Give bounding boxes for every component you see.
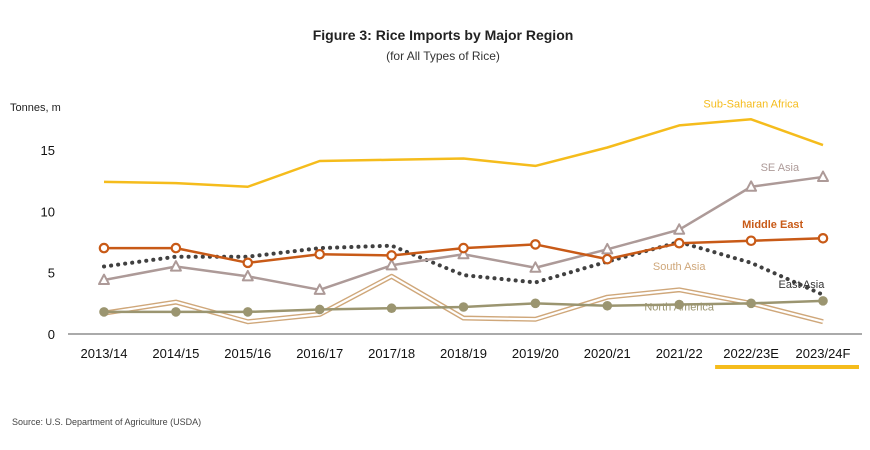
data-point xyxy=(674,299,684,310)
series-north-america xyxy=(99,296,828,317)
data-point xyxy=(386,250,397,261)
x-tick-label: 2018/19 xyxy=(440,346,487,361)
series-label-middle-east: Middle East xyxy=(742,219,803,231)
data-point xyxy=(458,302,469,312)
data-point xyxy=(673,223,686,235)
data-point xyxy=(601,253,613,265)
series-labels: Sub-Saharan Africa SE Asia Middle East East… xyxy=(644,98,825,313)
y-tick-label: 10 xyxy=(41,204,55,219)
series-line-inner-south-asia xyxy=(103,275,824,323)
x-tick-label: 2022/23E xyxy=(723,346,779,361)
x-tick-label: 2023/24F xyxy=(796,346,851,361)
y-tick-label: 15 xyxy=(41,143,55,158)
data-point xyxy=(98,273,110,286)
data-point xyxy=(169,260,182,272)
data-point xyxy=(601,242,614,255)
data-point xyxy=(745,180,758,192)
series-label-east-asia: East Asia xyxy=(779,279,826,291)
series-middle-east xyxy=(98,232,829,269)
chart-subtitle: (for All Types of Rice) xyxy=(386,49,500,63)
data-point xyxy=(171,307,181,317)
x-axis: 2013/14 2014/15 2015/16 2016/17 2017/18 2018/… xyxy=(81,346,851,361)
data-point xyxy=(817,170,829,182)
y-tick-label: 5 xyxy=(48,266,55,281)
series-line-south-asia xyxy=(103,273,824,325)
data-point xyxy=(170,242,182,254)
data-point xyxy=(458,242,469,254)
source-note: Source: U.S. Department of Agriculture (… xyxy=(12,417,201,427)
data-point xyxy=(530,298,541,309)
data-point xyxy=(242,257,254,269)
series-line-se-asia xyxy=(103,175,824,292)
data-point xyxy=(818,296,828,306)
data-point xyxy=(385,258,398,271)
data-point xyxy=(243,307,253,317)
series-label-south-asia: South Asia xyxy=(653,261,706,273)
y-tick-label: 0 xyxy=(48,327,55,342)
x-tick-label: 2014/15 xyxy=(152,346,199,361)
series-south-asia xyxy=(103,273,824,325)
series-se-asia xyxy=(98,170,829,295)
data-point xyxy=(746,298,756,309)
series-label-se-asia: SE Asia xyxy=(761,162,800,174)
data-point xyxy=(673,237,685,249)
x-tick-label: 2019/20 xyxy=(512,346,559,361)
data-point xyxy=(602,300,613,311)
series-label-north-america: North America xyxy=(644,302,715,314)
series-label-sub-saharan-africa: Sub-Saharan Africa xyxy=(703,98,799,110)
x-tick-label: 2017/18 xyxy=(368,346,415,361)
data-point xyxy=(457,247,470,260)
data-point xyxy=(386,303,397,314)
data-point xyxy=(99,307,109,317)
data-point xyxy=(529,261,542,273)
x-tick-label: 2015/16 xyxy=(224,346,271,361)
x-tick-label: 2020/21 xyxy=(584,346,631,361)
data-point xyxy=(530,239,541,250)
series-line-sub-saharan-africa xyxy=(103,118,824,189)
data-point xyxy=(314,304,325,315)
x-tick-label: 2021/22 xyxy=(656,346,703,361)
data-point xyxy=(817,232,829,244)
x-tick-label: 2013/14 xyxy=(81,346,128,361)
y-axis-unit-label: Tonnes, m xyxy=(10,102,61,114)
data-point xyxy=(314,248,325,260)
data-point xyxy=(98,242,110,254)
y-axis: 0 5 10 15 xyxy=(41,143,55,342)
data-point xyxy=(241,269,254,282)
x-tick-label: 2016/17 xyxy=(296,346,343,361)
data-point xyxy=(745,235,757,247)
data-point xyxy=(313,283,326,295)
chart-title: Figure 3: Rice Imports by Major Region xyxy=(313,27,574,43)
series-sub-saharan-africa xyxy=(103,118,824,189)
series-layer xyxy=(98,118,829,325)
